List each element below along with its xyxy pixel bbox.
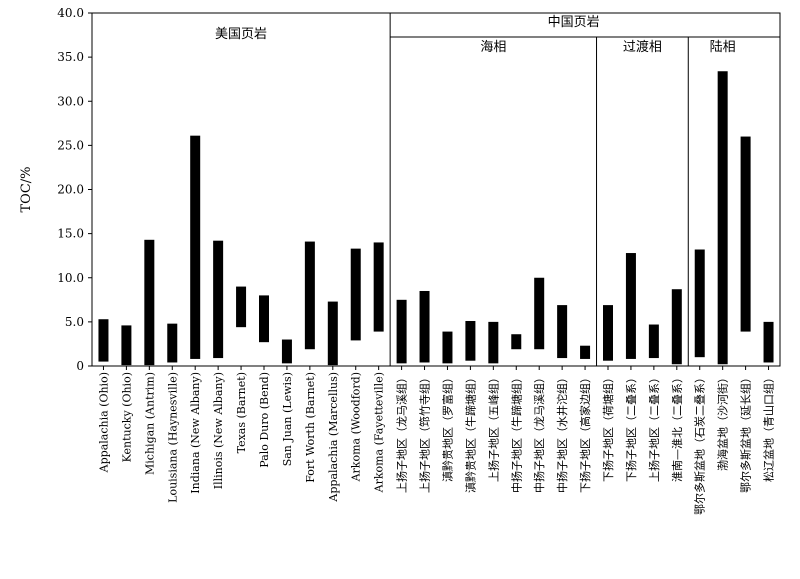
range-bar <box>190 135 201 359</box>
y-tick-label: 5.0 <box>65 315 84 329</box>
range-bar <box>121 325 132 366</box>
range-bar <box>442 331 453 364</box>
range-bar <box>625 253 636 359</box>
range-bar <box>281 339 292 364</box>
y-tick-label: 10.0 <box>57 271 84 285</box>
range-bar <box>327 301 338 366</box>
y-tick-label: 15.0 <box>57 227 84 241</box>
range-bar <box>580 345 591 359</box>
range-bar <box>350 248 361 341</box>
range-bar <box>259 295 269 343</box>
category-label: 上扬子地区（龙马溪组） <box>395 372 409 493</box>
category-label: Arkoma (Fayetteville) <box>373 372 386 493</box>
y-tick-label: 30.0 <box>57 94 84 108</box>
y-tick-label: 35.0 <box>57 50 84 64</box>
category-label: 淮南—淮北（二叠系） <box>671 372 684 482</box>
category-label: 上扬子地区（五峰组） <box>486 372 500 482</box>
category-label: 滇黔贵地区（牛蹄塘组） <box>463 372 477 493</box>
y-axis-label: TOC/% <box>19 166 34 212</box>
category-label: Texas (Barnet) <box>235 372 248 453</box>
group-label: 过渡相 <box>623 39 662 55</box>
category-label: 下扬子地区（二叠系） <box>624 372 638 482</box>
category-label: 下扬子地区（高家边组） <box>578 372 592 493</box>
group-label: 美国页岩 <box>215 27 267 42</box>
range-bar <box>740 136 751 332</box>
category-label: Indiana (New Albany) <box>189 372 202 494</box>
range-bar <box>396 299 407 364</box>
category-label: Appalachia (Marcellus) <box>327 372 340 503</box>
category-label: Kentucky (Ohio) <box>120 372 133 462</box>
category-label: Palo Duro (Bend) <box>258 372 271 468</box>
group-label: 海相 <box>480 40 506 55</box>
range-bar <box>373 242 384 332</box>
y-tick-label: 25.0 <box>57 138 84 152</box>
range-bar <box>511 334 522 350</box>
category-label: 渤海盆地（沙河街） <box>716 372 730 471</box>
range-bar <box>98 319 109 362</box>
category-label: Arkoma (Woodford) <box>350 372 363 482</box>
axes-layer: 0 5.0 10.0 15.0 20.0 25.0 30.0 35.0 40.0 <box>57 6 781 373</box>
range-bar <box>167 323 178 363</box>
range-bar <box>557 305 568 359</box>
range-bar <box>236 286 247 328</box>
range-bar <box>603 305 613 361</box>
bars-layer <box>98 71 774 370</box>
category-label: Fort Worth (Barnet) <box>304 372 317 483</box>
range-bar <box>534 277 545 350</box>
range-bar <box>671 289 682 365</box>
category-label: Louisiana (Haynesville) <box>166 372 179 503</box>
category-label: Michigan (Antrim) <box>143 372 156 475</box>
group-label: 陆相 <box>710 39 736 55</box>
range-bar <box>763 321 774 363</box>
y-tick-label: 0 <box>76 359 84 373</box>
category-label: 上扬子地区（二叠系） <box>647 372 661 482</box>
category-label: 滇黔贵地区（罗富组） <box>440 372 454 482</box>
range-bar <box>419 290 430 363</box>
range-bar <box>213 240 224 359</box>
category-label: 鄂尔多斯盆地（石炭二叠系） <box>693 372 707 515</box>
y-tick-label: 40.0 <box>57 6 84 20</box>
category-label: 中扬子地区（水井沱组） <box>555 372 569 493</box>
category-label: 鄂尔多斯盆地（延长组） <box>739 372 753 493</box>
range-bar <box>304 241 315 350</box>
range-bar <box>144 239 155 366</box>
category-label: 中扬子地区（牛蹄塘组） <box>509 372 523 493</box>
range-bar <box>717 71 728 365</box>
category-label: 下扬子地区（荷塘组） <box>601 372 615 482</box>
category-labels-layer: Appalachia (Ohio) Kentucky (Ohio) Michigan… <box>97 372 775 515</box>
category-label: 中扬子地区（龙马溪组） <box>532 372 546 493</box>
range-bar <box>465 320 476 361</box>
range-bar <box>488 321 499 364</box>
category-label: Illinois (New Albany) <box>212 372 225 489</box>
category-label: Appalachia (Ohio) <box>97 372 110 473</box>
category-label: 上扬子地区（筇竹寺组） <box>418 372 432 493</box>
category-label: 松辽盆地（青山口组） <box>762 372 776 482</box>
category-label: San Juan (Lewis) <box>281 372 294 466</box>
y-tick-label: 20.0 <box>57 183 84 197</box>
group-label: 中国页岩 <box>548 15 600 30</box>
range-bar <box>694 249 705 358</box>
range-bar <box>648 324 659 359</box>
